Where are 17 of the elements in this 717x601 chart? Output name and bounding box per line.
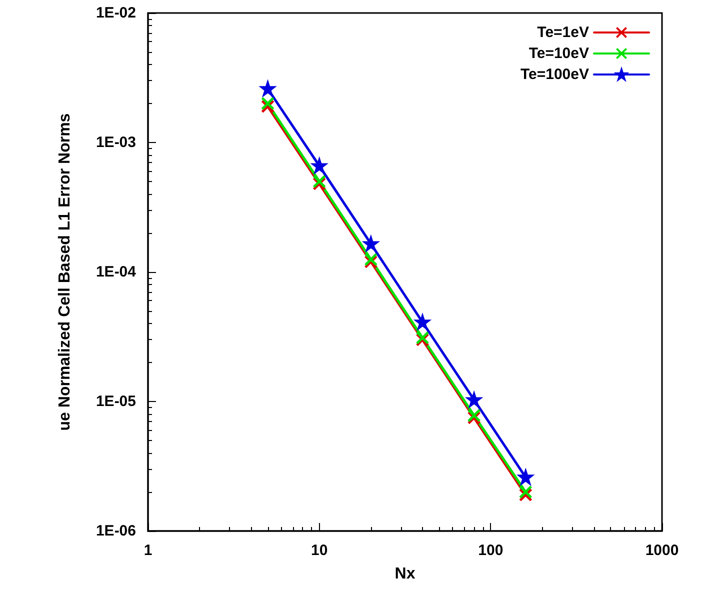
x-tick-label: 10 — [310, 542, 328, 559]
y-tick-label: 1E-05 — [96, 393, 136, 410]
legend-label: Te=10eV — [528, 45, 589, 62]
y-tick-label: 1E-06 — [96, 522, 136, 540]
y-tick-label: 1E-04 — [96, 264, 137, 280]
point — [312, 174, 326, 188]
x-tick-label: 1000 — [645, 542, 679, 559]
x-tick-label: 100 — [478, 542, 504, 559]
x-tick-label: 1 — [144, 542, 152, 559]
point — [518, 485, 532, 499]
point — [261, 96, 275, 110]
x-axis-title: Nx — [394, 566, 416, 582]
y-axis-title: ue Normalized Cell Based L1 Error Norms — [56, 113, 74, 431]
legend-label: Te=100eV — [520, 66, 589, 83]
legend-label: Te=1eV — [537, 24, 589, 41]
y-tick-label: 1E-03 — [96, 134, 136, 151]
y-tick-label: 1E-02 — [96, 4, 136, 22]
